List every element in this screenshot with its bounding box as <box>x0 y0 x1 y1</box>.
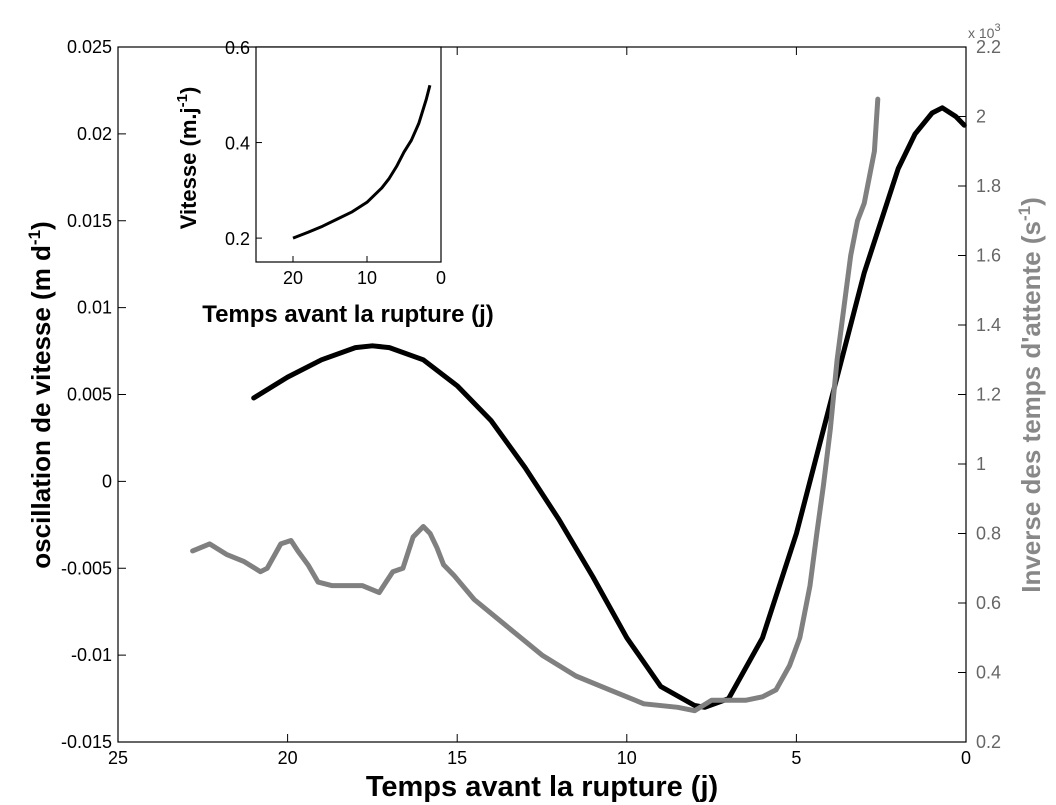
main-ticks: 25 20 15 10 5 0-0.015-0.01-0.00500.0050.010.0… <box>61 37 1001 768</box>
x-tick-label: 10 <box>617 748 637 768</box>
main-series <box>190 96 967 714</box>
inset-y-axis-label: Vitesse (m.j-1) <box>174 87 201 230</box>
y-tick-label: -0.015 <box>61 732 112 752</box>
x-tick-label: 5 <box>791 748 801 768</box>
x-tick-label: 15 <box>447 748 467 768</box>
velocity-oscillation-line <box>251 105 967 710</box>
y-right-tick-label: 1.8 <box>976 176 1001 196</box>
y-tick-label: 0.015 <box>67 211 112 231</box>
y-tick-label: -0.005 <box>61 558 112 578</box>
inset-velocity-line <box>292 84 432 240</box>
y-right-tick-label: 1.4 <box>976 315 1001 335</box>
y-right-tick-label: 0.2 <box>976 732 1001 752</box>
y-right-tick-label: 1 <box>976 454 986 474</box>
inset-ticks: 20 10 0 0.2 0.4 0.6 <box>225 38 446 288</box>
x-tick-label: 0 <box>961 748 971 768</box>
y-tick-label: 0.005 <box>67 385 112 405</box>
y-tick-label: 0 <box>102 471 112 491</box>
inset-y-tick-label: 0.4 <box>225 134 250 154</box>
inset-plot-area <box>255 46 442 263</box>
y-right-tick-label: 2.2 <box>976 37 1001 57</box>
right-axis-multiplier: x 103 <box>968 22 1001 41</box>
x-tick-label: 25 <box>108 748 128 768</box>
y-tick-label: 0.02 <box>77 124 112 144</box>
y-right-tick-label: 2 <box>976 107 986 127</box>
inset-series <box>292 84 432 240</box>
inset-y-tick-label: 0.2 <box>225 229 250 249</box>
inset-x-tick-label: 0 <box>436 268 446 288</box>
y-right-tick-label: 0.8 <box>976 524 1001 544</box>
inset-x-axis-label: Temps avant la rupture (j) <box>202 301 494 328</box>
inset-y-tick-label: 0.6 <box>225 38 250 58</box>
y-tick-label: 0.01 <box>77 298 112 318</box>
y-tick-label: -0.01 <box>71 645 112 665</box>
y-right-tick-label: 0.4 <box>976 663 1001 683</box>
y-right-axis-label: Inverse des temps d'attente (s-1) <box>1015 197 1046 593</box>
x-tick-label: 20 <box>278 748 298 768</box>
inset-x-tick-label: 20 <box>283 268 303 288</box>
inset-x-tick-label: 10 <box>357 268 377 288</box>
y-tick-label: 0.025 <box>67 37 112 57</box>
x-axis-label: Temps avant la rupture (j) <box>366 771 718 803</box>
y-right-tick-label: 1.2 <box>976 385 1001 405</box>
y-axis-label: oscillation de vitesse (m d-1) <box>25 221 56 568</box>
y-right-tick-label: 0.6 <box>976 593 1001 613</box>
y-right-tick-label: 1.6 <box>976 246 1001 266</box>
inverse-wait-time-line <box>190 96 881 714</box>
